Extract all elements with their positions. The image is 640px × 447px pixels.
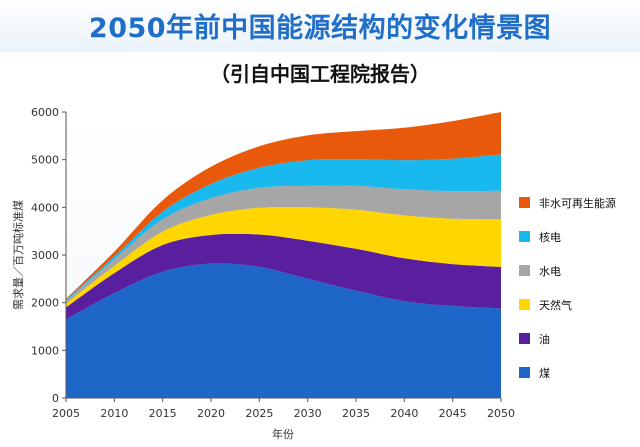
- y-ticks: 0 1000 2000 3000 4000 5000 6000: [31, 106, 66, 405]
- chart-subtitle: （引自中国工程院报告）: [210, 62, 430, 86]
- y-tick-label: 0: [52, 392, 59, 405]
- x-tick-label: 2035: [342, 407, 370, 420]
- legend-label: 核电: [539, 230, 561, 244]
- legend-swatch-油: [519, 333, 530, 344]
- legend-swatch-非水可再生能源: [519, 197, 530, 208]
- x-tick-label: 2010: [100, 407, 128, 420]
- y-axis-title: 需求量／百万吨标准煤: [11, 200, 25, 310]
- x-ticks: 2005 2010 2015 2020 2025 2030 2035 2040 2045 2050: [52, 398, 515, 420]
- legend-swatch-核电: [519, 231, 530, 242]
- legend-label: 水电: [539, 265, 561, 278]
- y-tick-label: 4000: [31, 201, 59, 214]
- area-非水可再生能源: [66, 112, 501, 300]
- area-油: [66, 233, 501, 320]
- x-tick-label: 2045: [439, 407, 467, 420]
- x-tick-label: 2025: [245, 407, 273, 420]
- chart-title: 2050年前中国能源结构的变化情景图: [88, 13, 552, 44]
- y-tick-label: 3000: [31, 249, 59, 262]
- y-tick-label: 5000: [31, 154, 59, 167]
- legend-label: 煤: [539, 367, 550, 380]
- legend-swatch-煤: [519, 367, 530, 378]
- x-tick-label: 2005: [52, 407, 80, 420]
- x-tick-label: 2020: [197, 407, 225, 420]
- area-layers: [66, 112, 501, 398]
- y-tick-label: 6000: [31, 106, 59, 119]
- legend-swatch-天然气: [519, 299, 530, 310]
- y-tick-label: 1000: [31, 344, 59, 357]
- x-axis-title: 年份: [272, 427, 294, 441]
- x-tick-label: 2050: [487, 407, 515, 420]
- y-tick-label: 2000: [31, 297, 59, 310]
- legend-swatch-水电: [519, 265, 530, 276]
- x-tick-label: 2015: [149, 407, 177, 420]
- area-煤: [66, 263, 501, 398]
- area-水电: [66, 185, 501, 304]
- area-核电: [66, 154, 501, 301]
- legend-label: 天然气: [539, 298, 572, 312]
- x-tick-label: 2030: [294, 407, 322, 420]
- legend-label: 非水可再生能源: [539, 196, 616, 210]
- title-band: [0, 0, 640, 52]
- legend-label: 油: [539, 332, 550, 346]
- x-tick-label: 2040: [390, 407, 418, 420]
- area-天然气: [66, 206, 501, 308]
